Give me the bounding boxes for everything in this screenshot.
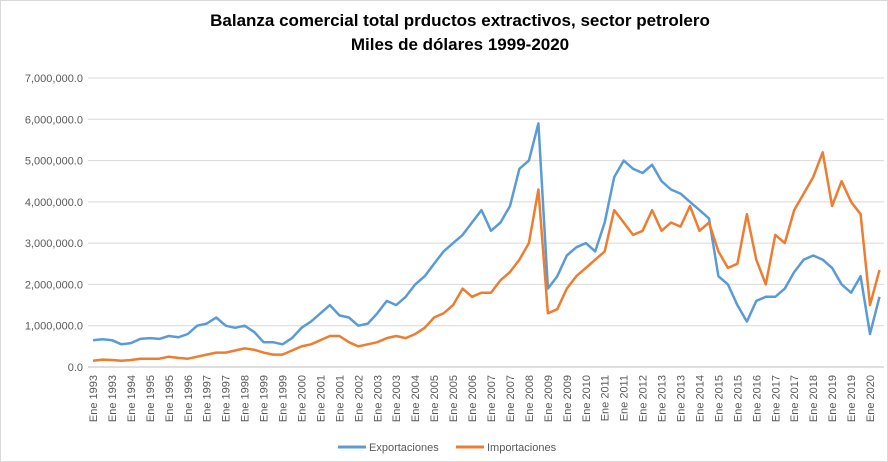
y-tick-label: 6,000,000.0 bbox=[25, 114, 83, 126]
legend-label: Exportaciones bbox=[369, 442, 439, 454]
legend-label: Importaciones bbox=[487, 442, 557, 454]
x-tick-label: Ene 2005 bbox=[429, 375, 441, 422]
x-tick-label: Ene 2001 bbox=[334, 375, 346, 422]
x-tick-label: Ene 2011 bbox=[619, 375, 631, 421]
series-line bbox=[92, 122, 881, 346]
x-tick-label: Ene 2014 bbox=[694, 375, 706, 422]
x-tick-label: Ene 1994 bbox=[126, 375, 138, 422]
x-tick-label: Ene 2001 bbox=[315, 375, 327, 422]
x-tick-label: Ene 2010 bbox=[581, 375, 593, 422]
x-tick-label: Ene 2006 bbox=[467, 375, 479, 422]
chart-subtitle: Miles de dólares 1999-2020 bbox=[351, 35, 569, 54]
x-tick-label: Ene 2004 bbox=[410, 375, 422, 422]
y-tick-label: 3,000,000.0 bbox=[25, 238, 83, 250]
x-tick-label: Ene 2020 bbox=[865, 375, 877, 422]
x-tick-label: Ene 2013 bbox=[657, 375, 669, 422]
x-tick-label: Ene 1998 bbox=[240, 375, 252, 422]
x-tick-label: Ene 2000 bbox=[296, 375, 308, 422]
y-tick-label: 7,000,000.0 bbox=[25, 73, 83, 85]
x-tick-label: Ene 2005 bbox=[448, 375, 460, 422]
x-tick-label: Ene 2002 bbox=[353, 375, 365, 422]
x-tick-label: Ene 2003 bbox=[391, 375, 403, 422]
x-tick-label: Ene 2017 bbox=[789, 375, 801, 422]
x-tick-label: Ene 2019 bbox=[827, 375, 839, 422]
x-tick-label: Ene 2008 bbox=[524, 375, 536, 422]
x-tick-label: Ene 1995 bbox=[145, 375, 157, 422]
x-tick-label: Ene 1996 bbox=[183, 375, 195, 422]
x-tick-label: Ene 2017 bbox=[770, 375, 782, 422]
x-tick-label: Ene 1993 bbox=[107, 375, 119, 422]
x-tick-label: Ene 2018 bbox=[808, 375, 820, 422]
chart-title: Balanza comercial total prductos extract… bbox=[210, 11, 710, 30]
x-tick-label: Ene 2011 bbox=[600, 375, 612, 421]
x-tick-label: Ene 1997 bbox=[202, 375, 214, 422]
x-tick-label: Ene 1997 bbox=[221, 375, 233, 422]
x-tick-label: Ene 2003 bbox=[372, 375, 384, 422]
x-tick-label: Ene 2009 bbox=[562, 375, 574, 422]
x-tick-label: Ene 2012 bbox=[638, 375, 650, 422]
x-tick-label: Ene 2009 bbox=[543, 375, 555, 422]
y-tick-label: 4,000,000.0 bbox=[25, 197, 83, 209]
x-tick-label: Ene 2013 bbox=[676, 375, 688, 422]
y-tick-label: 0.0 bbox=[68, 362, 83, 374]
x-tick-label: Ene 2015 bbox=[732, 375, 744, 422]
x-tick-label: Ene 2007 bbox=[505, 375, 517, 422]
y-tick-label: 5,000,000.0 bbox=[25, 156, 83, 168]
x-tick-label: Ene 2015 bbox=[713, 375, 725, 422]
y-tick-label: 1,000,000.0 bbox=[25, 321, 83, 333]
x-tick-label: Ene 2019 bbox=[846, 375, 858, 422]
y-tick-label: 2,000,000.0 bbox=[25, 279, 83, 291]
x-tick-label: Ene 2007 bbox=[486, 375, 498, 422]
x-tick-label: Ene 1999 bbox=[278, 375, 290, 422]
series-line bbox=[92, 151, 881, 363]
x-tick-label: Ene 1995 bbox=[164, 375, 176, 422]
x-tick-label: Ene 2016 bbox=[751, 375, 763, 422]
x-tick-label: Ene 1999 bbox=[259, 375, 271, 422]
x-tick-label: Ene 1993 bbox=[88, 375, 100, 422]
